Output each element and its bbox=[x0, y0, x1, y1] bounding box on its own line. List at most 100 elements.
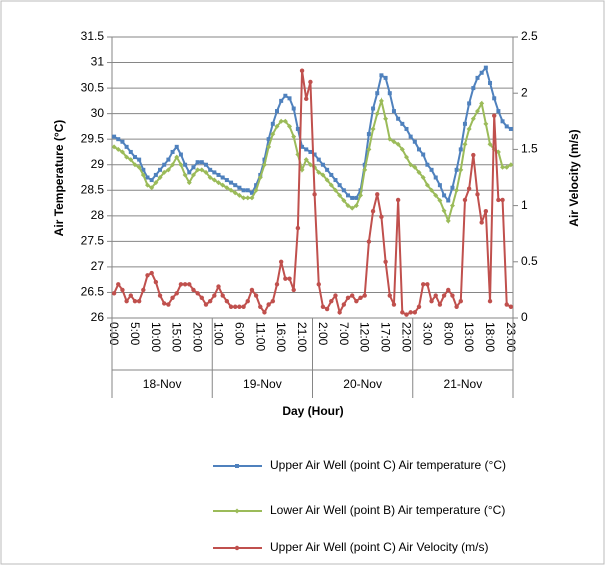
data-point bbox=[508, 126, 513, 131]
data-point bbox=[487, 141, 493, 147]
data-point bbox=[170, 162, 176, 168]
data-point bbox=[412, 164, 418, 170]
data-point bbox=[333, 293, 338, 298]
data-point bbox=[504, 124, 509, 129]
data-point bbox=[445, 218, 451, 224]
data-point bbox=[212, 293, 217, 298]
x-tick-label: 0:00 bbox=[107, 322, 121, 346]
data-point bbox=[320, 162, 325, 167]
data-point bbox=[233, 304, 238, 309]
data-point bbox=[458, 167, 464, 173]
data-point bbox=[261, 162, 267, 168]
data-point bbox=[195, 167, 201, 173]
data-point bbox=[120, 287, 125, 293]
data-point bbox=[308, 79, 313, 85]
x-tick-label: 23:00 bbox=[504, 322, 518, 352]
data-point bbox=[424, 182, 430, 188]
data-point bbox=[479, 70, 484, 75]
data-point bbox=[208, 167, 213, 172]
data-point bbox=[316, 169, 322, 175]
data-point bbox=[191, 287, 196, 293]
data-point bbox=[337, 192, 343, 198]
data-point bbox=[170, 149, 175, 154]
data-point bbox=[454, 167, 459, 172]
data-point bbox=[446, 198, 451, 203]
data-point bbox=[166, 157, 171, 162]
data-point bbox=[303, 157, 309, 163]
data-point bbox=[387, 293, 392, 298]
legend-label: Upper Air Well (point C) Air temperature… bbox=[270, 458, 506, 472]
data-point bbox=[429, 167, 434, 172]
data-point bbox=[228, 187, 234, 193]
data-point bbox=[403, 154, 409, 160]
group-label: 18-Nov bbox=[143, 377, 182, 391]
data-point bbox=[270, 121, 275, 126]
data-point bbox=[274, 282, 280, 287]
data-point bbox=[203, 302, 209, 307]
data-point bbox=[132, 162, 138, 168]
data-point bbox=[241, 195, 247, 201]
data-point bbox=[329, 298, 334, 304]
data-point bbox=[224, 298, 230, 304]
y-tick-label: 28 bbox=[91, 208, 105, 222]
data-point bbox=[399, 146, 405, 152]
data-point bbox=[337, 183, 342, 188]
data-point bbox=[174, 144, 179, 149]
data-point bbox=[487, 298, 493, 304]
data-point bbox=[400, 121, 405, 126]
data-point bbox=[337, 310, 342, 315]
data-point bbox=[371, 106, 376, 111]
data-point bbox=[257, 175, 263, 180]
data-point bbox=[391, 139, 397, 145]
data-point bbox=[195, 291, 200, 296]
data-point bbox=[141, 287, 146, 293]
data-point bbox=[437, 183, 442, 188]
data-point bbox=[420, 175, 426, 180]
data-point bbox=[433, 293, 438, 298]
y-tick-label: 28.5 bbox=[81, 182, 105, 196]
data-point bbox=[207, 175, 213, 180]
data-point bbox=[199, 167, 205, 173]
data-point bbox=[425, 282, 430, 287]
data-point bbox=[266, 302, 271, 307]
data-point bbox=[391, 109, 396, 114]
y-tick-label: 30 bbox=[91, 106, 105, 120]
data-point bbox=[345, 295, 351, 300]
data-point bbox=[353, 203, 359, 209]
data-point bbox=[483, 121, 489, 127]
data-point bbox=[462, 141, 468, 147]
data-point bbox=[416, 169, 422, 175]
data-point bbox=[412, 139, 417, 144]
data-point bbox=[475, 75, 480, 80]
group-label: 21-Nov bbox=[444, 377, 483, 391]
data-point bbox=[462, 121, 467, 126]
data-point bbox=[245, 195, 251, 201]
data-point bbox=[508, 162, 514, 168]
data-point bbox=[358, 192, 364, 198]
y-tick-label: 31.5 bbox=[81, 29, 105, 43]
data-point bbox=[379, 214, 384, 220]
x-tick-label: 2:00 bbox=[316, 322, 330, 346]
data-point bbox=[316, 157, 321, 162]
data-point bbox=[266, 137, 271, 142]
data-point bbox=[203, 162, 208, 167]
data-point bbox=[362, 293, 367, 298]
data-point bbox=[304, 147, 309, 152]
data-point bbox=[149, 178, 154, 183]
data-point bbox=[446, 287, 451, 293]
data-point bbox=[270, 131, 276, 137]
data-point bbox=[262, 157, 267, 162]
data-point bbox=[220, 175, 225, 180]
data-point bbox=[287, 96, 292, 101]
data-point bbox=[249, 190, 254, 195]
data-point bbox=[383, 75, 388, 80]
data-point bbox=[262, 310, 267, 315]
data-point bbox=[307, 162, 313, 168]
x-tick-label: 12:00 bbox=[358, 322, 372, 352]
x-tick-label: 6:00 bbox=[232, 322, 246, 346]
data-point bbox=[295, 126, 300, 131]
data-point bbox=[136, 298, 142, 304]
data-point bbox=[136, 164, 142, 170]
data-point bbox=[379, 73, 384, 78]
